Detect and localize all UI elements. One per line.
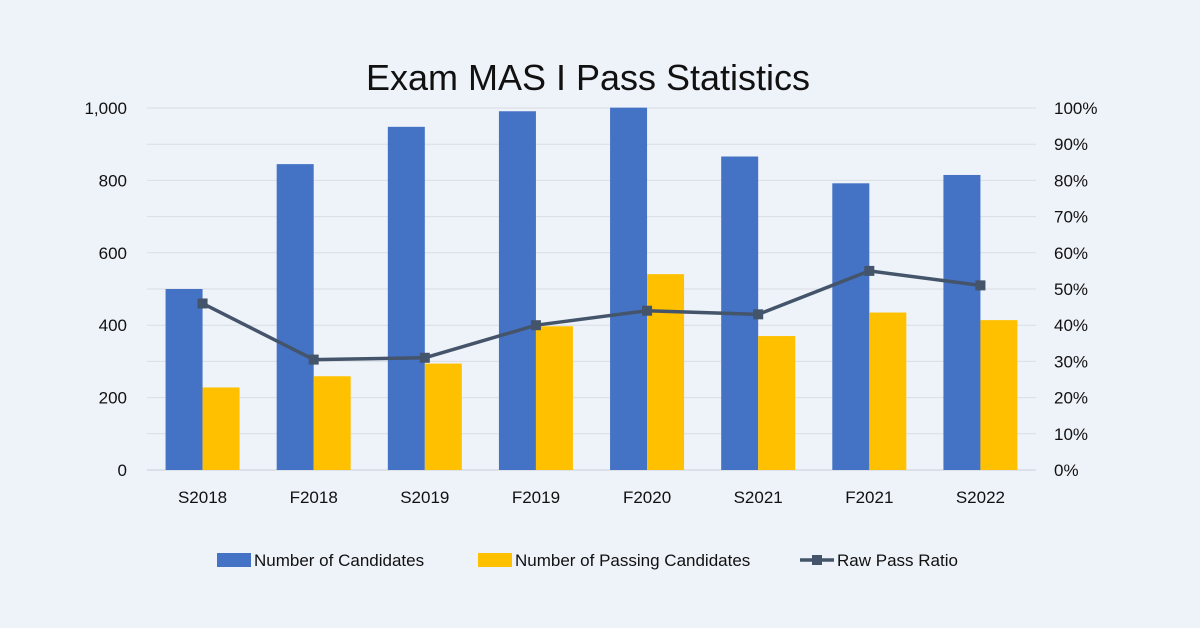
candidates-bar bbox=[165, 289, 203, 470]
pass-ratio-marker bbox=[419, 352, 430, 363]
passing-candidates-bar bbox=[758, 336, 796, 470]
pass-ratio-marker bbox=[642, 305, 653, 316]
passing-candidates-bar bbox=[535, 326, 573, 470]
legend-label: Number of Passing Candidates bbox=[515, 551, 750, 570]
candidates-bar bbox=[276, 164, 314, 471]
pass-ratio-line-layer bbox=[197, 265, 986, 365]
bar-groups bbox=[165, 107, 1018, 471]
legend-swatch bbox=[217, 553, 251, 567]
candidates-bar bbox=[943, 174, 981, 470]
right-axis-tick-label: 90% bbox=[1054, 135, 1088, 154]
legend-swatch bbox=[478, 553, 512, 567]
passing-candidates-bar bbox=[869, 312, 907, 470]
legend-marker-swatch bbox=[812, 555, 822, 565]
right-axis-tick-label: 40% bbox=[1054, 316, 1088, 335]
left-axis: 0 200 400 600 800 1,000 bbox=[84, 99, 127, 480]
x-axis-category-label: S2019 bbox=[400, 488, 449, 507]
right-axis-tick-label: 0% bbox=[1054, 461, 1079, 480]
passing-candidates-bar bbox=[980, 320, 1018, 470]
pass-ratio-marker bbox=[197, 298, 208, 309]
right-axis-tick-label: 50% bbox=[1054, 280, 1088, 299]
left-axis-tick-label: 200 bbox=[99, 389, 127, 408]
pass-ratio-marker bbox=[308, 354, 319, 365]
right-axis-tick-label: 20% bbox=[1054, 389, 1088, 408]
legend-label: Raw Pass Ratio bbox=[837, 551, 958, 570]
legend: Number of Candidates Number of Passing Ca… bbox=[217, 551, 958, 570]
left-axis-tick-label: 800 bbox=[99, 171, 127, 190]
passing-candidates-bar bbox=[424, 363, 462, 470]
bar-series-candidates bbox=[165, 107, 981, 471]
legend-item-passing-candidates: Number of Passing Candidates bbox=[478, 551, 750, 570]
left-axis-tick-label: 400 bbox=[99, 316, 127, 335]
x-axis-category-label: F2021 bbox=[845, 488, 893, 507]
x-axis-category-label: S2022 bbox=[956, 488, 1005, 507]
left-axis-tick-label: 600 bbox=[99, 244, 127, 263]
legend-item-raw-pass-ratio: Raw Pass Ratio bbox=[800, 551, 958, 570]
legend-item-candidates: Number of Candidates bbox=[217, 551, 424, 570]
pass-ratio-marker bbox=[864, 265, 875, 276]
pass-ratio-marker bbox=[975, 280, 986, 291]
chart-title: Exam MAS I Pass Statistics bbox=[366, 57, 810, 98]
x-axis-category-label: F2020 bbox=[623, 488, 671, 507]
right-axis-tick-label: 70% bbox=[1054, 208, 1088, 227]
right-axis-tick-label: 60% bbox=[1054, 244, 1088, 263]
pass-ratio-marker bbox=[753, 309, 764, 320]
left-axis-tick-label: 1,000 bbox=[84, 99, 127, 118]
right-axis-tick-label: 30% bbox=[1054, 352, 1088, 371]
pass-ratio-line bbox=[201, 269, 981, 362]
pass-ratio-marker bbox=[530, 320, 541, 331]
bar-series-passing-candidates bbox=[202, 274, 1018, 470]
right-axis-tick-label: 10% bbox=[1054, 425, 1088, 444]
passing-candidates-bar bbox=[202, 387, 240, 470]
candidates-bar bbox=[610, 107, 648, 470]
passing-candidates-bar bbox=[313, 376, 351, 470]
right-axis-tick-label: 100% bbox=[1054, 99, 1097, 118]
x-axis-category-label: F2018 bbox=[290, 488, 338, 507]
x-axis-category-label: F2019 bbox=[512, 488, 560, 507]
right-axis: 0% 10% 20% 30% 40% 50% 60% 70% 80% 90% 100% bbox=[1054, 99, 1097, 480]
legend-label: Number of Candidates bbox=[254, 551, 424, 570]
left-axis-tick-label: 0 bbox=[118, 461, 127, 480]
candidates-bar bbox=[832, 183, 870, 470]
x-axis: S2018 F2018 S2019 F2019 F2020 S2021 F2021 S2022 bbox=[178, 488, 1005, 507]
x-axis-category-label: S2021 bbox=[734, 488, 783, 507]
candidates-bar bbox=[498, 111, 536, 471]
x-axis-category-label: S2018 bbox=[178, 488, 227, 507]
passing-candidates-bar bbox=[647, 274, 685, 470]
right-axis-tick-label: 80% bbox=[1054, 171, 1088, 190]
candidates-bar bbox=[387, 126, 425, 470]
